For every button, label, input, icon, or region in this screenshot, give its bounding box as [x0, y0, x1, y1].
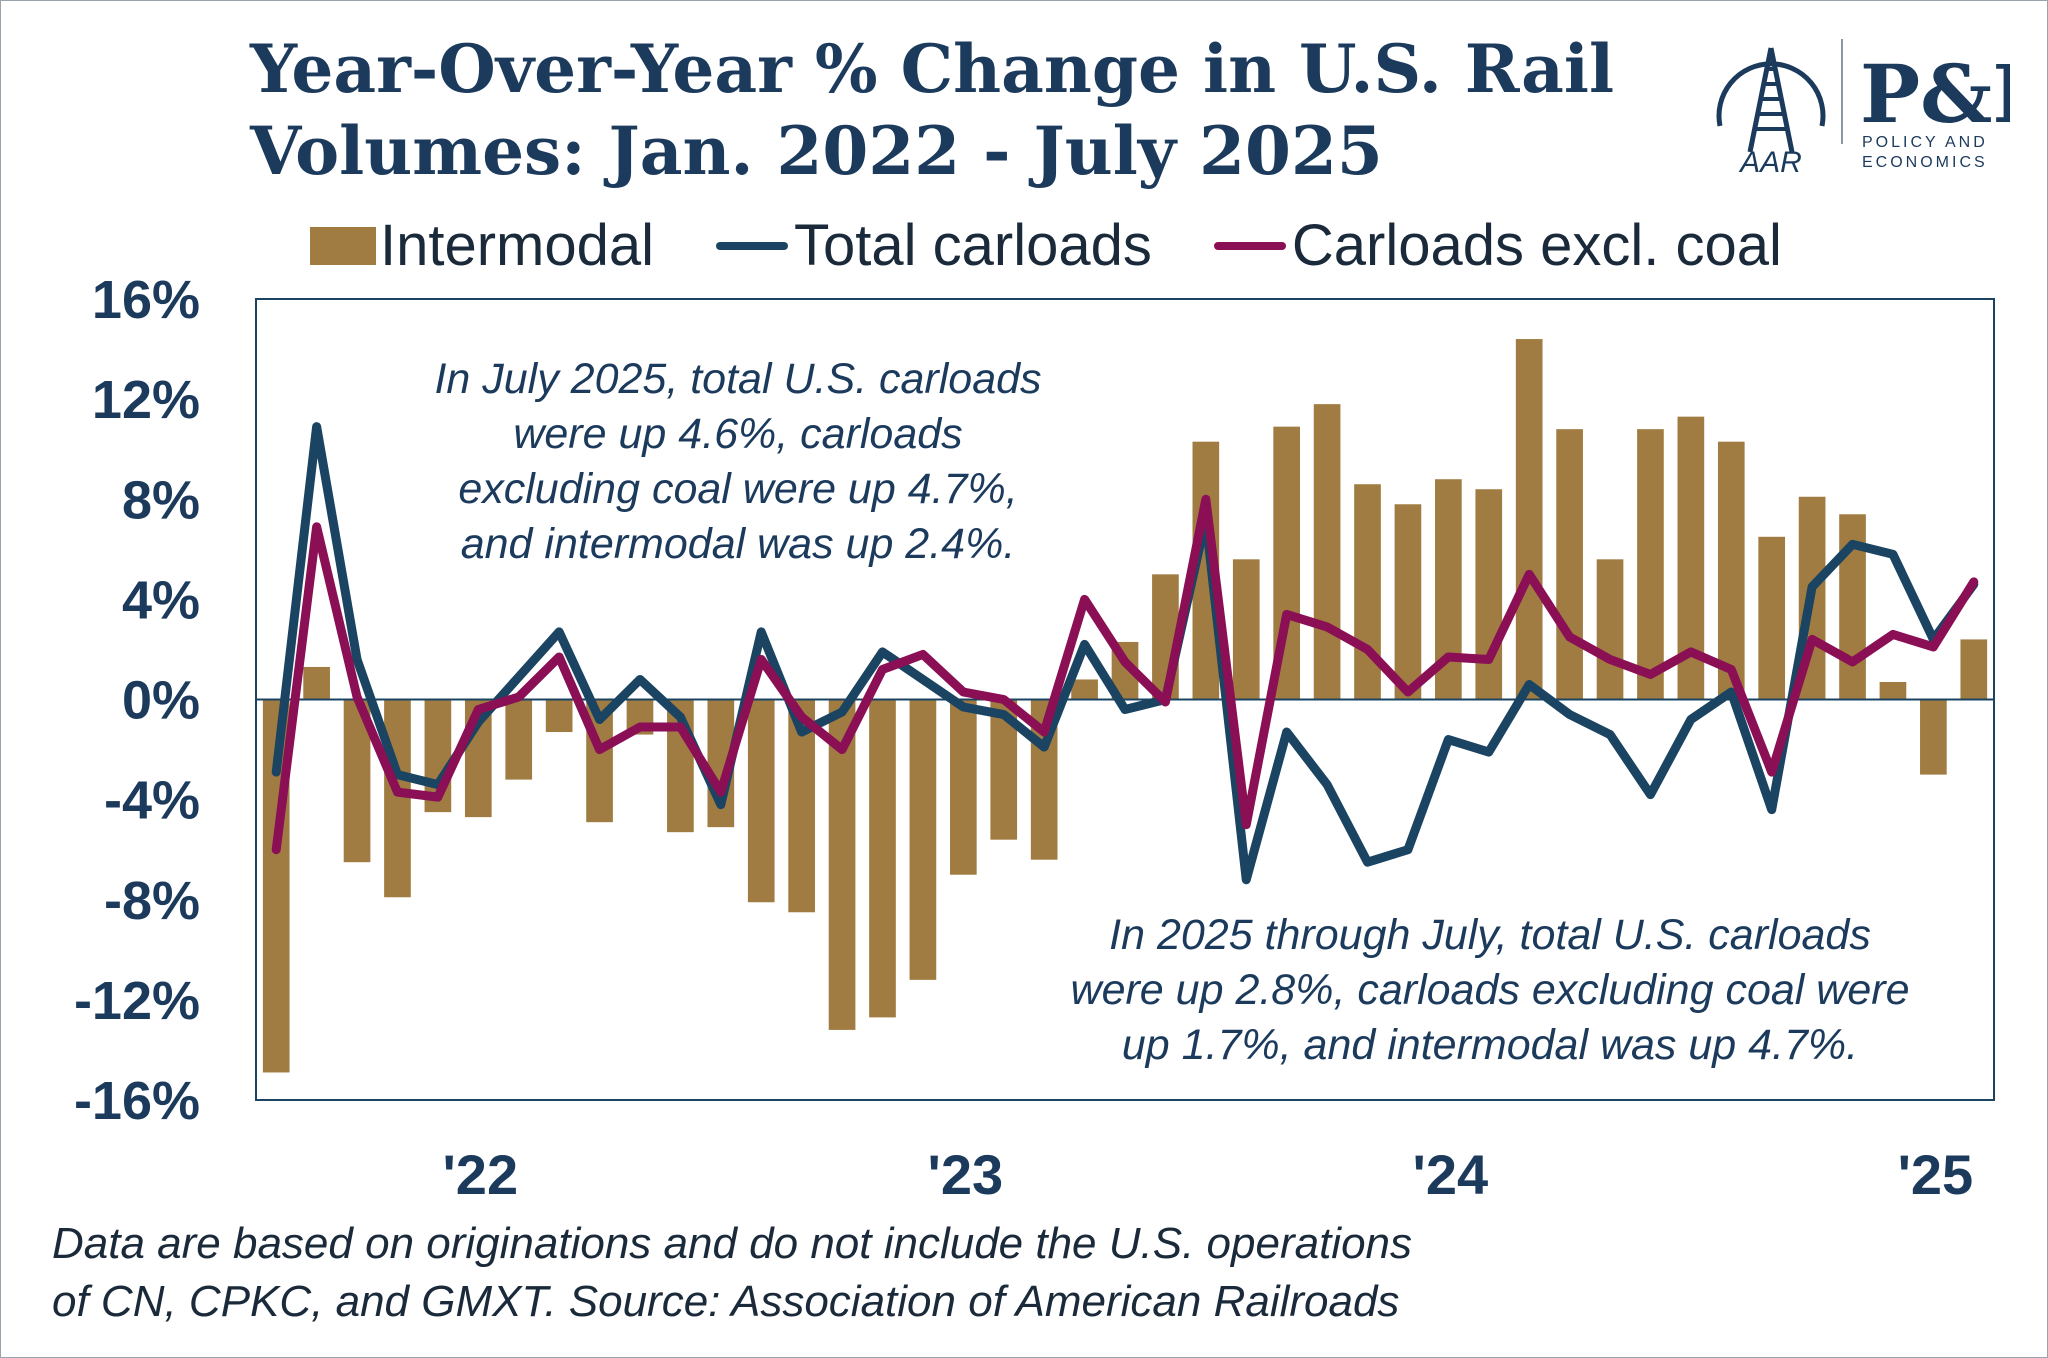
line-carloads-excl-coal — [271, 494, 1979, 855]
bar-intermodal — [1637, 429, 1664, 700]
bar-intermodal — [1071, 679, 1098, 700]
legend-label: Total carloads — [794, 213, 1152, 278]
y-tick-label: 16% — [92, 270, 200, 330]
bar-intermodal — [505, 699, 533, 780]
y-tick-label: -8% — [104, 871, 200, 931]
bar-intermodal — [545, 699, 573, 733]
x-tick-label: '23 — [928, 1143, 1004, 1206]
legend-label: Carloads excl. coal — [1291, 213, 1782, 278]
bar-intermodal — [909, 699, 937, 980]
line-total-carloads — [271, 422, 1979, 885]
legend-swatch-total-carloads — [716, 241, 789, 250]
bar-intermodal — [1394, 504, 1422, 700]
x-tick-label: '22 — [442, 1143, 518, 1206]
x-tick-label: '24 — [1413, 1143, 1489, 1206]
legend-item-intermodal: Intermodal — [310, 212, 654, 279]
footnote-line: of CN, CPKC, and GMXT. Source: Associati… — [52, 1277, 1400, 1326]
y-tick-label: 8% — [122, 470, 200, 530]
svg-text:P&E: P&E — [1860, 47, 2010, 141]
legend-swatch-carloads-excl-coal — [1213, 241, 1286, 250]
bar-intermodal — [384, 699, 411, 898]
legend-item-total-carloads: Total carloads — [716, 212, 1152, 279]
y-tick-label: -4% — [104, 771, 200, 831]
bar-intermodal — [1232, 559, 1260, 700]
chart-title: Year-Over-Year % Change in U.S. Rail Vol… — [250, 28, 1614, 192]
x-tick-label: '25 — [1898, 1143, 1974, 1206]
legend-swatch-intermodal — [310, 226, 376, 265]
pe-logo: P&E POLICY AND ECONOMICS — [1860, 47, 2010, 171]
bar-intermodal — [828, 699, 856, 1030]
bar-intermodal — [1960, 639, 1988, 700]
svg-text:ECONOMICS: ECONOMICS — [1862, 154, 1988, 171]
aar-pe-logo: AAR P&E POLICY AND ECONOMICS — [1716, 39, 2010, 179]
bar-intermodal — [1556, 429, 1583, 700]
bar-intermodal — [747, 699, 775, 903]
bar-intermodal — [1515, 339, 1543, 700]
bar-intermodal — [1596, 559, 1624, 700]
bar-intermodal — [1313, 404, 1341, 700]
y-tick-label: 0% — [122, 671, 200, 731]
legend-label: Intermodal — [380, 213, 655, 278]
bar-intermodal — [1758, 536, 1786, 700]
svg-text:AAR: AAR — [1738, 146, 1802, 179]
y-tick-label: 12% — [92, 370, 200, 430]
footnote-line: Data are based on originations and do no… — [52, 1219, 1413, 1268]
annotation-line: In 2025 through July, total U.S. carload… — [1109, 911, 1871, 959]
annotation-line: excluding coal were up 4.7%, — [458, 465, 1018, 513]
annotation-line: and intermodal was up 2.4%. — [460, 520, 1016, 568]
legend-item-carloads-excl-coal: Carloads excl. coal — [1213, 212, 1782, 279]
footnote: Data are based on originations and do no… — [52, 1215, 1412, 1331]
title-line-2: Volumes: Jan. 2022 - July 2025 — [250, 112, 1383, 190]
bar-intermodal — [1920, 699, 1947, 775]
annotation-line: were up 4.6%, carloads — [513, 410, 963, 458]
bar-intermodal — [1354, 484, 1381, 700]
annotation-line: up 1.7%, and intermodal was up 4.7%. — [1121, 1021, 1859, 1069]
y-tick-label: 4% — [122, 570, 200, 630]
y-tick-label: -16% — [74, 1071, 200, 1131]
bar-intermodal — [1879, 681, 1907, 700]
annotation-line: In July 2025, total U.S. carloads — [434, 355, 1042, 403]
bar-intermodal — [1475, 489, 1503, 700]
svg-text:POLICY AND: POLICY AND — [1862, 134, 1988, 151]
annotation-july-2025: In July 2025, total U.S. carloads were u… — [434, 352, 1041, 572]
bar-intermodal — [949, 699, 977, 875]
title-line-1: Year-Over-Year % Change in U.S. Rail — [250, 30, 1615, 108]
legend: Intermodal Total carloads Carloads excl.… — [310, 212, 1844, 279]
bar-intermodal — [303, 666, 330, 700]
bar-intermodal — [1717, 441, 1745, 700]
plot-border — [255, 298, 1995, 1101]
y-tick-label: -12% — [74, 971, 200, 1031]
aar-logo: AAR — [1716, 47, 1826, 179]
bar-intermodal — [869, 699, 896, 1018]
annotation-2025-ytd: In 2025 through July, total U.S. carload… — [1071, 908, 1910, 1073]
annotation-line: were up 2.8%, carloads excluding coal we… — [1070, 966, 1910, 1014]
